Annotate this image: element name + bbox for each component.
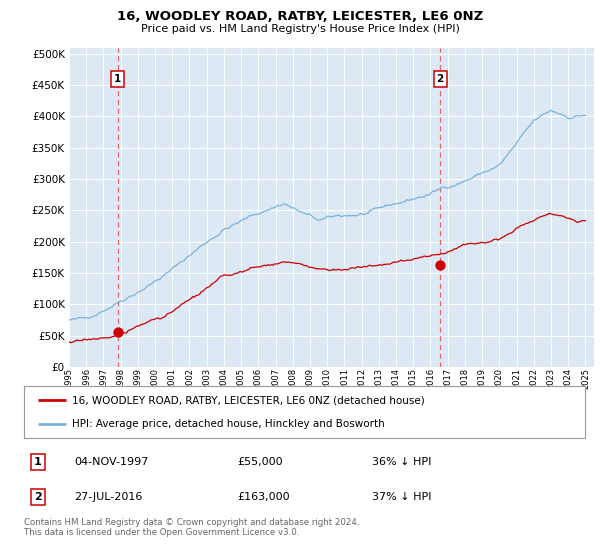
Text: 2: 2 bbox=[34, 492, 42, 502]
Text: 36% ↓ HPI: 36% ↓ HPI bbox=[372, 457, 431, 467]
Text: Contains HM Land Registry data © Crown copyright and database right 2024.
This d: Contains HM Land Registry data © Crown c… bbox=[24, 518, 359, 538]
Point bbox=[436, 260, 445, 269]
Text: 16, WOODLEY ROAD, RATBY, LEICESTER, LE6 0NZ: 16, WOODLEY ROAD, RATBY, LEICESTER, LE6 … bbox=[117, 10, 483, 23]
Text: 2: 2 bbox=[436, 74, 444, 84]
Text: 37% ↓ HPI: 37% ↓ HPI bbox=[372, 492, 431, 502]
Text: £163,000: £163,000 bbox=[237, 492, 290, 502]
Text: 1: 1 bbox=[114, 74, 122, 84]
Text: £55,000: £55,000 bbox=[237, 457, 283, 467]
Text: 1: 1 bbox=[34, 457, 42, 467]
Text: HPI: Average price, detached house, Hinckley and Bosworth: HPI: Average price, detached house, Hinc… bbox=[71, 419, 385, 429]
Text: Price paid vs. HM Land Registry's House Price Index (HPI): Price paid vs. HM Land Registry's House … bbox=[140, 24, 460, 34]
Text: 27-JUL-2016: 27-JUL-2016 bbox=[74, 492, 143, 502]
Text: 16, WOODLEY ROAD, RATBY, LEICESTER, LE6 0NZ (detached house): 16, WOODLEY ROAD, RATBY, LEICESTER, LE6 … bbox=[71, 395, 424, 405]
Text: 04-NOV-1997: 04-NOV-1997 bbox=[74, 457, 149, 467]
Point bbox=[113, 328, 122, 337]
